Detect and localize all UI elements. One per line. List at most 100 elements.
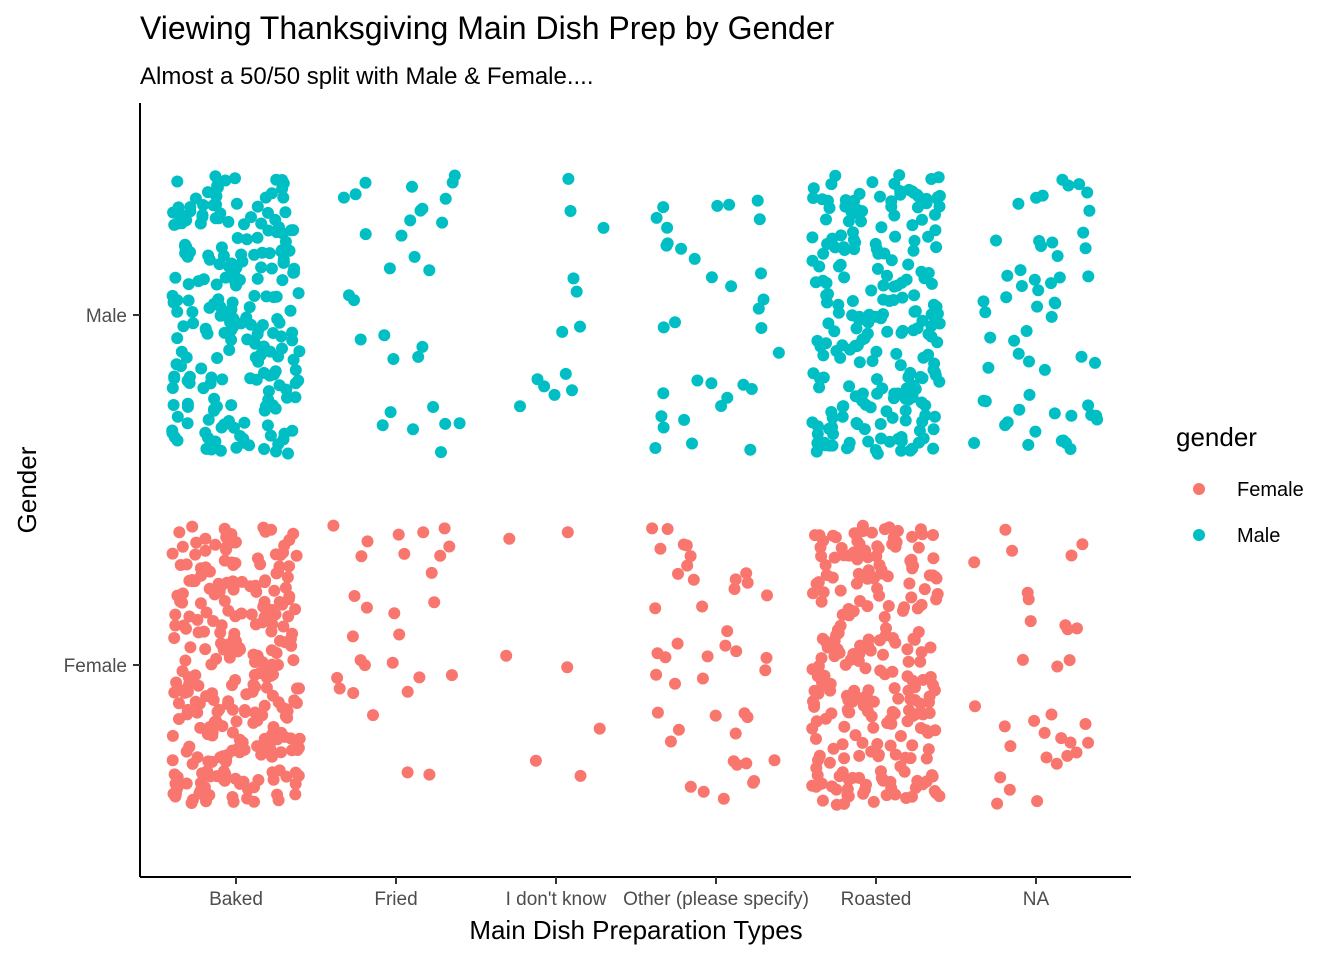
point-female	[842, 694, 855, 707]
point-male	[806, 231, 819, 244]
point-male	[839, 194, 852, 207]
point-female	[194, 597, 207, 610]
point-female	[927, 529, 939, 541]
point-male	[930, 241, 943, 254]
point-female	[401, 766, 414, 779]
point-female	[327, 519, 340, 532]
x-axis-title: Main Dish Preparation Types	[469, 915, 802, 945]
point-male	[1075, 350, 1088, 363]
point-male	[293, 345, 306, 358]
point-female	[289, 603, 302, 616]
point-female	[815, 652, 828, 665]
point-female	[854, 639, 867, 652]
point-female	[173, 713, 185, 725]
point-female	[1028, 714, 1041, 727]
point-female	[235, 607, 248, 620]
point-female	[1006, 544, 1019, 557]
point-male	[343, 289, 355, 302]
point-female	[828, 650, 841, 663]
point-male	[262, 385, 275, 398]
point-male	[181, 417, 194, 430]
point-male	[378, 329, 391, 342]
point-female	[650, 668, 663, 681]
point-female	[401, 685, 414, 698]
point-male	[885, 254, 898, 267]
point-female	[865, 526, 878, 539]
point-female	[902, 655, 915, 668]
point-female	[166, 729, 179, 742]
point-female	[266, 618, 279, 630]
point-female	[747, 776, 760, 789]
point-male	[895, 276, 908, 289]
point-female	[355, 550, 368, 563]
point-female	[1059, 619, 1072, 632]
point-male	[270, 173, 283, 186]
point-female	[279, 636, 292, 649]
point-female	[561, 661, 574, 674]
point-male	[171, 332, 184, 345]
point-female	[994, 771, 1007, 784]
point-male	[899, 404, 912, 417]
point-female	[279, 710, 292, 723]
point-female	[360, 601, 373, 614]
point-female	[260, 681, 273, 694]
point-male	[912, 436, 925, 449]
point-male	[292, 374, 305, 387]
point-male	[219, 271, 232, 284]
point-female	[865, 710, 878, 723]
point-female	[876, 773, 889, 786]
point-male	[688, 252, 701, 265]
point-male	[928, 357, 941, 370]
point-female	[199, 532, 212, 545]
point-male	[267, 291, 280, 304]
point-female	[848, 684, 861, 697]
point-female	[181, 703, 194, 716]
point-male	[828, 325, 841, 338]
point-male	[737, 378, 750, 391]
point-female	[249, 618, 262, 631]
y-tick-label: Male	[86, 306, 127, 327]
point-male	[225, 399, 238, 412]
point-male	[1057, 434, 1070, 447]
point-male	[922, 348, 935, 361]
point-male	[284, 304, 297, 317]
point-male	[187, 317, 200, 330]
point-male	[269, 402, 282, 415]
point-female	[222, 695, 235, 708]
point-female	[901, 670, 914, 683]
point-male	[866, 176, 879, 189]
point-female	[825, 707, 838, 720]
point-female	[242, 783, 254, 796]
point-male	[832, 298, 845, 311]
point-male	[649, 442, 662, 454]
point-female	[920, 724, 932, 737]
point-female	[288, 694, 301, 707]
point-male	[890, 347, 903, 360]
point-male	[886, 411, 899, 424]
point-female	[1082, 736, 1095, 749]
point-female	[906, 530, 919, 543]
point-male	[218, 309, 231, 322]
x-tick-label: NA	[1023, 889, 1050, 910]
point-male	[289, 391, 302, 404]
point-male	[275, 330, 288, 343]
point-female	[889, 748, 902, 761]
point-male	[885, 200, 898, 213]
point-female	[180, 777, 193, 790]
point-male	[243, 301, 256, 314]
point-male	[270, 445, 282, 458]
point-female	[218, 595, 231, 607]
point-male	[744, 443, 757, 456]
point-female	[1071, 622, 1083, 635]
point-female	[192, 679, 205, 692]
point-female	[672, 567, 684, 580]
point-male	[915, 396, 928, 409]
point-male	[203, 253, 216, 266]
x-tick-label: Roasted	[841, 889, 912, 910]
point-female	[828, 551, 841, 564]
point-female	[846, 771, 859, 784]
point-male	[251, 272, 264, 285]
point-male	[287, 224, 300, 237]
chart-subtitle: Almost a 50/50 split with Male & Female.…	[140, 63, 594, 90]
point-female	[193, 697, 206, 710]
